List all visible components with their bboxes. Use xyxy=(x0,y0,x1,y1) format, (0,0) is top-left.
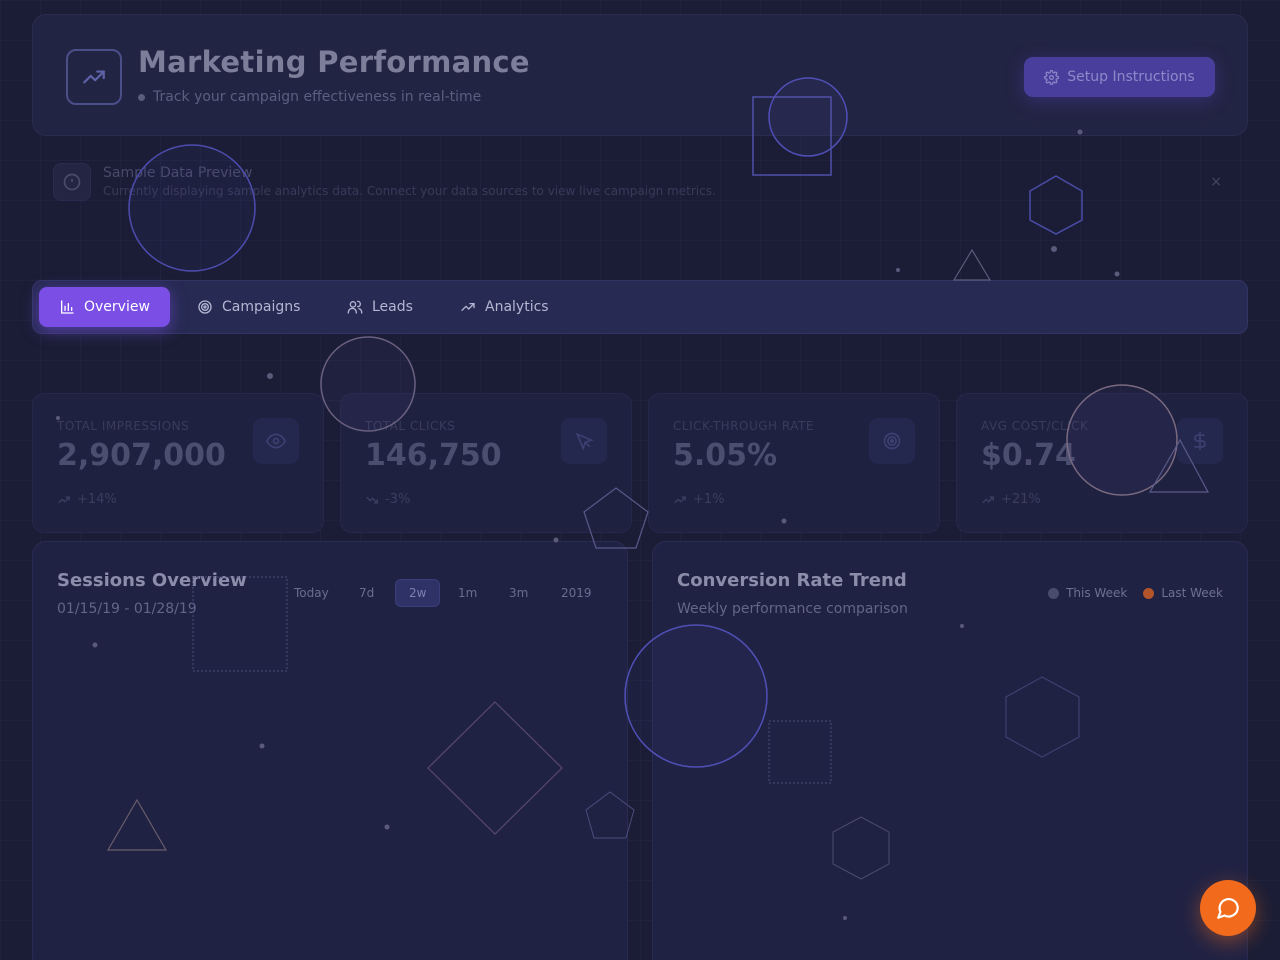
tab-label: Campaigns xyxy=(222,299,301,315)
trending-up-icon xyxy=(982,495,994,503)
legend-label: This Week xyxy=(1066,586,1128,600)
stat-change-value: +14% xyxy=(77,492,117,507)
stat-icon-box xyxy=(1177,418,1223,464)
page-title: Marketing Performance xyxy=(138,45,530,79)
cursor-icon xyxy=(575,432,594,451)
alert-text: Currently displaying sample analytics da… xyxy=(103,184,716,198)
stat-change-value: +21% xyxy=(1001,492,1041,507)
bar-chart-icon xyxy=(61,300,74,314)
stat-label: CLICK-THROUGH RATE xyxy=(673,419,814,433)
tab-label: Overview xyxy=(84,299,150,315)
sessions-title: Sessions Overview xyxy=(57,570,247,591)
trending-up-icon xyxy=(674,495,686,503)
setup-label: Setup Instructions xyxy=(1067,69,1195,85)
legend-dot xyxy=(1143,587,1155,599)
chat-button[interactable] xyxy=(1200,880,1256,936)
stat-value: $0.74 xyxy=(981,438,1076,473)
users-icon xyxy=(347,300,363,314)
stat-card-cost: AVG COST/CLICK $0.74 +21% xyxy=(956,393,1248,533)
target-icon xyxy=(198,300,212,314)
trending-down-icon xyxy=(366,496,378,504)
sessions-panel: Sessions Overview 01/15/19 - 01/28/19 To… xyxy=(32,541,628,960)
gear-icon xyxy=(1044,69,1060,85)
eye-icon xyxy=(266,433,286,449)
chat-bubble-icon xyxy=(1217,898,1239,919)
stat-value: 2,907,000 xyxy=(57,438,226,473)
stat-change-value: +1% xyxy=(693,492,725,507)
tab-label: Analytics xyxy=(485,299,549,315)
stat-icon-box xyxy=(561,418,607,464)
tab-overview[interactable]: Overview xyxy=(39,287,170,327)
stat-change: +14% xyxy=(57,492,117,507)
sessions-date-range: 01/15/19 - 01/28/19 xyxy=(57,601,197,617)
setup-instructions-button[interactable]: Setup Instructions xyxy=(1024,57,1215,97)
stat-icon-box xyxy=(869,418,915,464)
conversion-panel: Conversion Rate Trend Weekly performance… xyxy=(652,541,1248,960)
stat-change-value: -3% xyxy=(385,492,411,507)
stat-change: +21% xyxy=(981,492,1041,507)
alert-circle-icon xyxy=(63,173,81,191)
tab-leads[interactable]: Leads xyxy=(327,287,433,327)
stat-label: TOTAL CLICKS xyxy=(365,419,456,433)
stat-card-impressions: TOTAL IMPRESSIONS 2,907,000 +14% xyxy=(32,393,324,533)
range-7d-button[interactable]: 7d xyxy=(359,586,375,600)
conversion-legend: This Week Last Week xyxy=(1048,586,1223,600)
tab-label: Leads xyxy=(372,299,413,315)
legend-dot xyxy=(1048,587,1060,599)
range-2w-button[interactable]: 2w xyxy=(395,579,441,607)
stat-change: +1% xyxy=(673,492,725,507)
trending-up-icon xyxy=(58,495,70,503)
stat-label: AVG COST/CLICK xyxy=(981,419,1089,433)
tab-bar: Overview Campaigns Leads Analytics xyxy=(32,280,1248,334)
tab-analytics[interactable]: Analytics xyxy=(440,287,569,327)
header: Marketing Performance Track your campaig… xyxy=(32,14,1248,136)
close-icon[interactable]: × xyxy=(1210,174,1222,190)
subtitle-text: Track your campaign effectiveness in rea… xyxy=(153,89,482,105)
alert-title: Sample Data Preview xyxy=(103,165,253,181)
stat-label: TOTAL IMPRESSIONS xyxy=(57,419,190,433)
stat-value: 5.05% xyxy=(673,438,778,473)
alert-icon-box xyxy=(53,163,91,201)
range-2019-button[interactable]: 2019 xyxy=(561,586,592,600)
range-3m-button[interactable]: 3m xyxy=(509,586,529,600)
tab-campaigns[interactable]: Campaigns xyxy=(177,287,320,327)
stat-value: 146,750 xyxy=(365,438,502,473)
stat-icon-box xyxy=(253,418,299,464)
range-today-button[interactable]: Today xyxy=(294,586,329,600)
legend-item-last-week[interactable]: Last Week xyxy=(1143,586,1223,600)
legend-label: Last Week xyxy=(1161,586,1223,600)
conversion-subtitle: Weekly performance comparison xyxy=(677,601,908,617)
stat-card-ctr: CLICK-THROUGH RATE 5.05% +1% xyxy=(648,393,940,533)
target-icon xyxy=(883,432,901,450)
sample-data-alert: Sample Data Preview Currently displaying… xyxy=(32,150,1248,218)
logo xyxy=(66,49,122,105)
trending-up-icon xyxy=(83,70,105,84)
range-1m-button[interactable]: 1m xyxy=(458,586,478,600)
stat-card-clicks: TOTAL CLICKS 146,750 -3% xyxy=(340,393,632,533)
conversion-title: Conversion Rate Trend xyxy=(677,570,907,591)
dollar-icon xyxy=(1194,431,1206,451)
trending-up-icon xyxy=(461,303,475,311)
status-dot xyxy=(138,93,145,101)
legend-item-this-week[interactable]: This Week xyxy=(1048,586,1127,600)
page-subtitle: Track your campaign effectiveness in rea… xyxy=(138,89,481,105)
stat-change: -3% xyxy=(365,492,410,507)
